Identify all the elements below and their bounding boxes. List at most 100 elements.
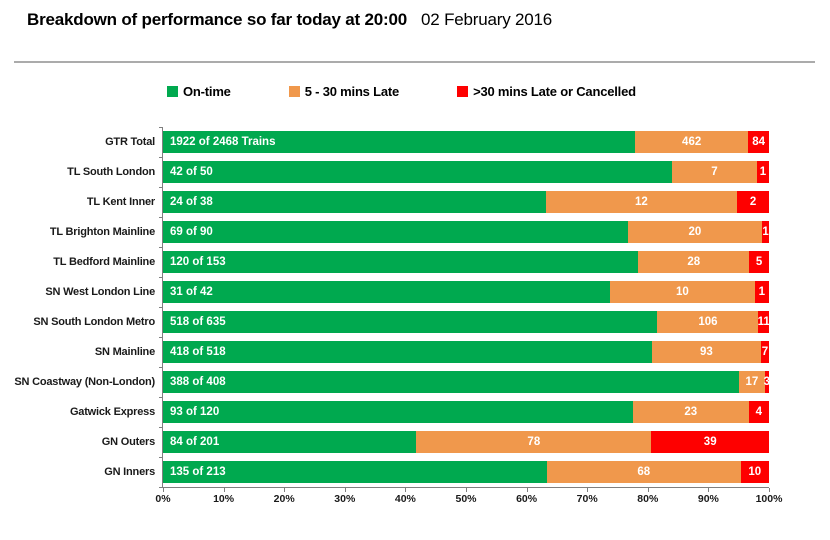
stacked-bar: 42 of 50 7 1 bbox=[163, 161, 769, 183]
bar-value-label: 10 bbox=[676, 286, 689, 298]
x-axis-tick bbox=[405, 488, 407, 492]
row-label: TL Kent Inner bbox=[86, 196, 155, 208]
bar-segment-cancelled: 1 bbox=[756, 161, 769, 183]
bar-segment-cancelled: 2 bbox=[737, 191, 769, 213]
chart-row: SN West London Line 31 of 42 10 1 bbox=[45, 277, 769, 307]
legend-swatch-late bbox=[288, 86, 300, 97]
row-label: TL Bedford Mainline bbox=[53, 256, 155, 268]
y-axis-tick bbox=[159, 217, 162, 218]
bar-segment-on-time: 84 of 201 bbox=[163, 431, 417, 453]
bar-segment-on-time: 518 of 635 bbox=[163, 311, 658, 333]
x-axis-tick-label: 90% bbox=[697, 493, 719, 505]
row-label: GN Outers bbox=[101, 436, 155, 448]
chart-row: TL Brighton Mainline 69 of 90 20 1 bbox=[50, 217, 769, 247]
bar-value-label: 106 bbox=[698, 316, 718, 328]
legend-label-late: 5 - 30 mins Late bbox=[304, 84, 400, 99]
bar-value-label: 1 bbox=[762, 226, 769, 238]
stacked-bar: 388 of 408 17 3 bbox=[163, 371, 770, 393]
y-axis-tick bbox=[159, 277, 162, 278]
title-divider bbox=[14, 61, 815, 63]
bar-value-label: 2 bbox=[749, 196, 757, 208]
x-axis-tick bbox=[769, 488, 770, 492]
bar-value-label: 93 bbox=[700, 346, 713, 358]
stacked-bar: 69 of 90 20 1 bbox=[163, 221, 769, 243]
bar-value-label: 1 bbox=[759, 166, 767, 178]
bar-segment-cancelled: 1 bbox=[754, 281, 769, 303]
legend-swatch-cancelled bbox=[457, 86, 469, 97]
y-axis-tick bbox=[159, 187, 162, 188]
bar-value-label: 4 bbox=[755, 406, 763, 418]
row-label: SN Mainline bbox=[94, 346, 155, 358]
bar-segment-cancelled: 39 bbox=[651, 431, 769, 453]
stacked-bar: 1922 of 2468 Trains 462 84 bbox=[163, 131, 769, 153]
bar-segment-on-time: 418 of 518 bbox=[163, 341, 652, 363]
bar-value-label: 23 bbox=[684, 406, 698, 418]
bar-value-label: 20 bbox=[688, 226, 702, 238]
stacked-bar: 135 of 213 68 10 bbox=[163, 461, 769, 483]
row-label: SN West London Line bbox=[45, 286, 155, 298]
chart-row: SN Coastway (Non-London) 388 of 408 17 3 bbox=[14, 367, 770, 397]
legend-item-on-time: On-time bbox=[167, 84, 231, 99]
bar-value-label: 7 bbox=[761, 346, 769, 358]
x-axis-tick-label: 50% bbox=[455, 493, 477, 505]
bar-segment-on-time: 388 of 408 bbox=[163, 371, 740, 393]
x-axis-tick bbox=[466, 488, 467, 492]
chart-row: TL South London 42 of 50 7 1 bbox=[67, 157, 769, 187]
row-label: SN Coastway (Non-London) bbox=[14, 376, 155, 388]
bar-segment-late: 7 bbox=[672, 161, 757, 183]
bar-value-label: 10 bbox=[748, 466, 762, 478]
legend-item-late: 5 - 30 mins Late bbox=[288, 84, 400, 99]
bar-value-label: 388 of 408 bbox=[170, 376, 226, 388]
bar-value-label: 78 bbox=[527, 436, 541, 448]
bar-value-label: 120 of 153 bbox=[170, 256, 226, 268]
x-axis-tick-label: 10% bbox=[213, 493, 235, 505]
x-axis-tick-label: 80% bbox=[637, 493, 659, 505]
x-axis-tick bbox=[526, 488, 528, 492]
stacked-bar: 93 of 120 23 4 bbox=[163, 401, 769, 423]
bar-segment-late: 10 bbox=[610, 281, 755, 303]
stacked-bar: 120 of 153 28 5 bbox=[163, 251, 769, 273]
bar-segment-late: 28 bbox=[638, 251, 750, 273]
bar-value-label: 7 bbox=[711, 166, 718, 178]
legend-label-on-time: On-time bbox=[183, 84, 231, 99]
x-axis-tick bbox=[587, 488, 589, 492]
x-axis-tick bbox=[344, 488, 346, 492]
bar-value-label: 462 bbox=[682, 136, 702, 148]
y-axis-tick bbox=[159, 397, 162, 398]
bar-segment-on-time: 31 of 42 bbox=[163, 281, 611, 303]
bar-segment-cancelled: 10 bbox=[740, 461, 769, 483]
x-axis-tick-label: 60% bbox=[516, 493, 538, 505]
chart-title: Breakdown of performance so far today at… bbox=[27, 10, 408, 29]
bar-segment-late: 106 bbox=[657, 311, 759, 333]
bar-value-label: 84 of 201 bbox=[170, 436, 220, 448]
chart-legend: On-time 5 - 30 mins Late >30 mins Late or … bbox=[167, 84, 636, 99]
y-axis-tick bbox=[159, 337, 162, 338]
row-label: Gatwick Express bbox=[69, 406, 155, 418]
bar-value-label: 84 bbox=[752, 136, 766, 148]
chart-row: GN Inners 135 of 213 68 10 bbox=[104, 457, 769, 487]
bar-value-label: 24 of 38 bbox=[170, 196, 213, 208]
stacked-bar: 418 of 518 93 7 bbox=[163, 341, 769, 363]
legend-swatch-on-time bbox=[167, 86, 178, 97]
bar-value-label: 28 bbox=[687, 256, 701, 268]
stacked-bar: 31 of 42 10 1 bbox=[163, 281, 769, 303]
x-axis-tick bbox=[163, 488, 164, 492]
bar-segment-cancelled: 3 bbox=[763, 371, 770, 393]
bar-value-label: 1 bbox=[758, 286, 765, 298]
y-axis-tick bbox=[159, 487, 162, 488]
bar-segment-on-time: 1922 of 2468 Trains bbox=[163, 131, 635, 153]
bar-value-label: 3 bbox=[763, 376, 770, 388]
stacked-bar: 24 of 38 12 2 bbox=[163, 191, 769, 213]
x-axis-tick-label: 30% bbox=[334, 493, 356, 505]
chart-row: SN South London Metro 518 of 635 106 11 bbox=[33, 307, 770, 337]
bar-value-label: 418 of 518 bbox=[170, 346, 226, 358]
chart-date: 02 February 2016 bbox=[421, 10, 553, 29]
x-axis-tick-label: 70% bbox=[576, 493, 598, 505]
row-label: GTR Total bbox=[105, 136, 155, 148]
y-axis-tick bbox=[159, 157, 162, 158]
bar-value-label: 68 bbox=[637, 466, 651, 478]
legend-item-cancelled: >30 mins Late or Cancelled bbox=[457, 84, 636, 99]
chart-row: GN Outers 84 of 201 78 39 bbox=[102, 427, 769, 457]
x-axis-tick bbox=[647, 488, 649, 492]
x-axis-tick-label: 40% bbox=[394, 493, 416, 505]
